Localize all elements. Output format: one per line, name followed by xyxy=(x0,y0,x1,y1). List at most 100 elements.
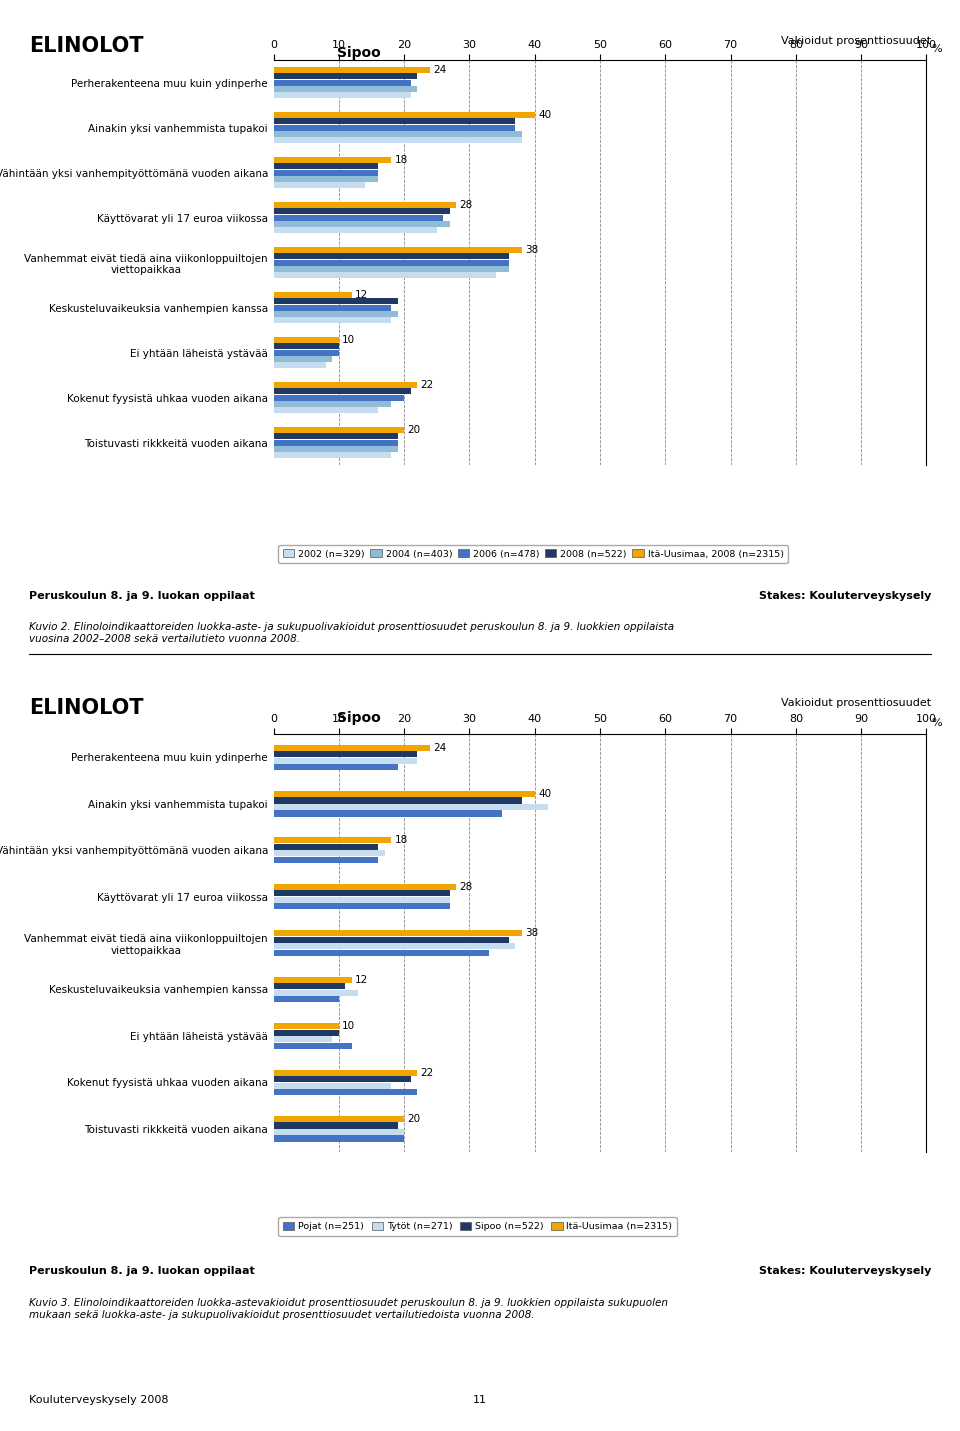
Text: Stakes: Kouluterveyskysely: Stakes: Kouluterveyskysely xyxy=(758,1266,931,1276)
Bar xyxy=(274,897,450,903)
Text: Kuvio 3. Elinoloindikaattoreiden luokka-astevakioidut prosenttiosuudet peruskoul: Kuvio 3. Elinoloindikaattoreiden luokka-… xyxy=(29,1298,668,1319)
Text: Peruskoulun 8. ja 9. luokan oppilaat: Peruskoulun 8. ja 9. luokan oppilaat xyxy=(29,591,254,601)
Bar xyxy=(274,182,365,187)
Bar xyxy=(274,298,397,305)
Text: 24: 24 xyxy=(434,64,446,74)
Bar xyxy=(274,764,397,770)
Bar xyxy=(274,292,352,298)
Bar xyxy=(274,163,378,169)
Bar xyxy=(274,338,339,343)
Bar xyxy=(274,434,397,439)
Text: %: % xyxy=(931,718,942,728)
Bar xyxy=(274,1135,404,1142)
Bar xyxy=(274,1036,332,1042)
Bar xyxy=(274,228,437,233)
Text: Peruskoulun 8. ja 9. luokan oppilaat: Peruskoulun 8. ja 9. luokan oppilaat xyxy=(29,1266,254,1276)
Bar xyxy=(274,408,378,414)
Bar xyxy=(274,426,404,434)
Bar xyxy=(274,1089,418,1095)
Text: Vakioidut prosenttiosuudet: Vakioidut prosenttiosuudet xyxy=(781,36,931,46)
Bar xyxy=(274,67,430,73)
Bar xyxy=(274,362,325,368)
Text: 18: 18 xyxy=(395,836,408,846)
Bar xyxy=(274,73,418,79)
Bar xyxy=(274,452,391,458)
Bar xyxy=(274,884,456,890)
Bar xyxy=(274,943,516,949)
Bar xyxy=(274,253,509,259)
Text: %: % xyxy=(931,44,942,54)
Text: Stakes: Kouluterveyskysely: Stakes: Kouluterveyskysely xyxy=(758,591,931,601)
Text: 28: 28 xyxy=(460,200,473,210)
Text: 22: 22 xyxy=(420,381,434,391)
Text: 20: 20 xyxy=(407,425,420,435)
Bar xyxy=(274,1023,339,1029)
Bar xyxy=(274,903,450,909)
Text: 10: 10 xyxy=(342,335,355,345)
Bar xyxy=(274,157,391,163)
Legend: 2002 (n=329), 2004 (n=403), 2006 (n=478), 2008 (n=522), Itä-Uusimaa, 2008 (n=231: 2002 (n=329), 2004 (n=403), 2006 (n=478)… xyxy=(278,545,788,564)
Bar xyxy=(274,1043,352,1049)
Text: Sipoo: Sipoo xyxy=(337,711,380,726)
Bar xyxy=(274,248,521,253)
Bar xyxy=(274,937,509,943)
Bar xyxy=(274,80,411,86)
Bar xyxy=(274,311,397,316)
Bar xyxy=(274,850,385,856)
Text: Kuvio 2. Elinoloindikaattoreiden luokka-aste- ja sukupuolivakioidut prosenttiosu: Kuvio 2. Elinoloindikaattoreiden luokka-… xyxy=(29,622,674,644)
Bar xyxy=(274,343,339,349)
Bar xyxy=(274,395,404,401)
Bar xyxy=(274,446,397,452)
Text: 22: 22 xyxy=(420,1068,434,1078)
Text: 28: 28 xyxy=(460,881,473,892)
Bar xyxy=(274,1122,397,1129)
Text: ELINOLOT: ELINOLOT xyxy=(29,36,143,56)
Bar xyxy=(274,272,495,278)
Text: 11: 11 xyxy=(473,1395,487,1405)
Bar xyxy=(274,170,378,176)
Bar xyxy=(274,810,502,817)
Bar xyxy=(274,388,411,394)
Bar xyxy=(274,439,397,445)
Bar xyxy=(274,744,430,751)
Bar xyxy=(274,1069,418,1076)
Bar xyxy=(274,930,521,936)
Bar xyxy=(274,86,418,92)
Bar xyxy=(274,176,378,182)
Bar xyxy=(274,1116,404,1122)
Bar xyxy=(274,844,378,850)
Bar xyxy=(274,266,509,272)
Bar xyxy=(274,837,391,843)
Bar xyxy=(274,1076,411,1082)
Bar xyxy=(274,983,346,989)
Bar xyxy=(274,977,352,983)
Text: 24: 24 xyxy=(434,743,446,753)
Text: Vakioidut prosenttiosuudet: Vakioidut prosenttiosuudet xyxy=(781,698,931,708)
Bar xyxy=(274,124,516,130)
Bar xyxy=(274,401,391,406)
Bar xyxy=(274,950,489,956)
Bar xyxy=(274,996,339,1002)
Text: 38: 38 xyxy=(525,929,539,939)
Bar xyxy=(274,990,358,996)
Bar xyxy=(274,209,450,215)
Text: 40: 40 xyxy=(538,110,551,120)
Text: ELINOLOT: ELINOLOT xyxy=(29,698,143,718)
Bar xyxy=(274,382,418,388)
Bar xyxy=(274,791,535,797)
Bar xyxy=(274,1129,404,1135)
Bar xyxy=(274,305,391,311)
Bar xyxy=(274,119,516,124)
Bar xyxy=(274,1030,339,1036)
Bar xyxy=(274,259,509,266)
Text: 40: 40 xyxy=(538,788,551,798)
Text: Kouluterveyskysely 2008: Kouluterveyskysely 2008 xyxy=(29,1395,168,1405)
Text: 10: 10 xyxy=(342,1022,355,1032)
Text: 12: 12 xyxy=(355,975,369,985)
Bar xyxy=(274,132,521,137)
Bar xyxy=(274,751,418,757)
Text: Sipoo: Sipoo xyxy=(337,46,380,60)
Bar xyxy=(274,318,391,323)
Bar xyxy=(274,890,450,896)
Bar xyxy=(274,112,535,117)
